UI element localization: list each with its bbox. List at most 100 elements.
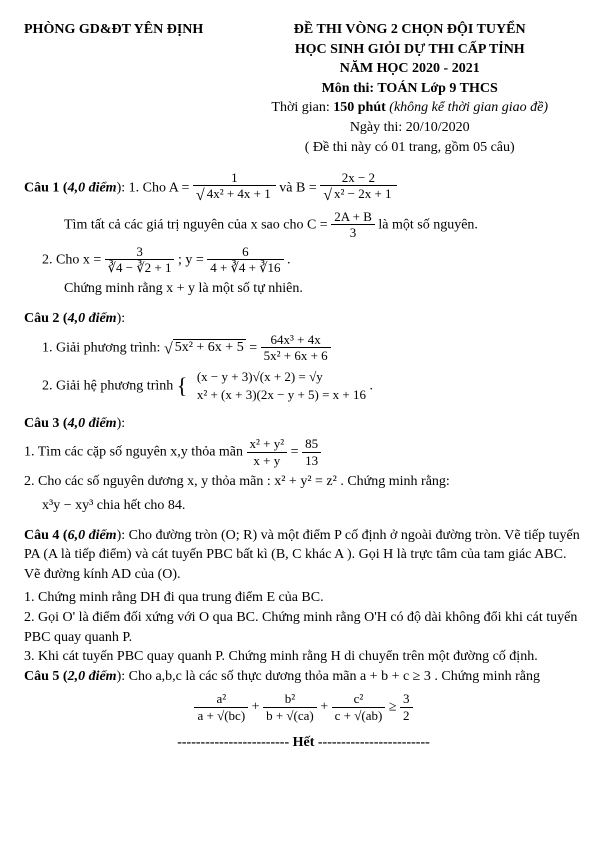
q4-p2: 2. Gọi O' là điểm đối xứng với O qua BC.… bbox=[24, 608, 583, 647]
q2-p2: 2. Giải hệ phương trình { (x − y + 3)√(x… bbox=[42, 368, 583, 404]
question-4: Câu 4 (6,0 điểm): Cho đường tròn (O; R) … bbox=[24, 526, 583, 585]
q5-t3-num: c² bbox=[332, 692, 386, 707]
q3-f2-num: 85 bbox=[302, 437, 321, 452]
q1-B-den: √x² − 2x + 1 bbox=[320, 186, 396, 205]
time-bold: 150 phút bbox=[333, 100, 386, 115]
q5-rhs-num: 3 bbox=[400, 692, 413, 707]
q1-B-num: 2x − 2 bbox=[320, 171, 396, 186]
q1-points: 4,0 điểm bbox=[68, 181, 117, 196]
q1-B-frac: 2x − 2 √x² − 2x + 1 bbox=[320, 171, 396, 205]
q1-A-lhs: A = bbox=[169, 181, 190, 196]
q4-p1: 1. Chứng minh rằng DH đi qua trung điểm … bbox=[24, 588, 583, 608]
q1-y-den: 4 + ∛4 + ∛16 bbox=[207, 260, 283, 276]
q4-points: 6,0 điểm bbox=[68, 528, 117, 543]
q5-t2-num: b² bbox=[263, 692, 317, 707]
q1-line2b: là một số nguyên. bbox=[378, 217, 478, 232]
q3-p1: 1. Tìm các cặp số nguyên x,y thỏa mãn x²… bbox=[24, 437, 583, 468]
date: Ngày thi: 20/10/2020 bbox=[236, 118, 583, 138]
q1-mid: và bbox=[279, 181, 296, 196]
q3-p2b: x³y − xy³ chia hết cho 84. bbox=[42, 496, 583, 516]
q5-rhs-den: 2 bbox=[400, 708, 413, 724]
q1-line2a: Tìm tất cả các giá trị nguyên của x sao … bbox=[64, 217, 307, 232]
q3-label: Câu 3 ( bbox=[24, 416, 68, 431]
q2-label-end: ): bbox=[117, 311, 126, 326]
q1-x-num: 3 bbox=[105, 245, 175, 260]
question-2: Câu 2 (4,0 điểm): bbox=[24, 309, 583, 329]
q2-p2-end: . bbox=[370, 378, 374, 393]
q1-p2-mid: ; y = bbox=[178, 252, 204, 267]
q3-f1: x² + y² x + y bbox=[247, 437, 288, 468]
q5-points: 2,0 điểm bbox=[68, 669, 117, 684]
q5-t2: b²b + √(ca) bbox=[263, 692, 317, 723]
time-suffix: (không kể thời gian giao đề) bbox=[386, 100, 548, 115]
q4-label: Câu 4 ( bbox=[24, 528, 68, 543]
q2-system: (x − y + 3)√(x + 2) = √y x² + (x + 3)(2x… bbox=[191, 368, 366, 404]
q5-t1-num: a² bbox=[194, 692, 248, 707]
q2-p1-den: 5x² + 6x + 6 bbox=[261, 348, 331, 364]
q2-points: 4,0 điểm bbox=[68, 311, 117, 326]
q5-label: Câu 5 ( bbox=[24, 669, 68, 684]
q1-A-den: √4x² + 4x + 1 bbox=[193, 186, 276, 205]
q5-t3: c²c + √(ab) bbox=[332, 692, 386, 723]
q3-f1-den: x + y bbox=[247, 453, 288, 469]
q5-body: ): Cho a,b,c là các số thực dương thỏa m… bbox=[117, 669, 540, 684]
q1-label-end: ): 1. Cho bbox=[117, 181, 169, 196]
year: NĂM HỌC 2020 - 2021 bbox=[236, 59, 583, 79]
q1-x-frac: 3 ∛4 − ∛2 + 1 bbox=[105, 245, 175, 276]
q2-label: Câu 2 ( bbox=[24, 311, 68, 326]
title2: HỌC SINH GIỎI DỰ THI CẤP TỈNH bbox=[236, 40, 583, 60]
q3-f1-num: x² + y² bbox=[247, 437, 288, 452]
q4-p3: 3. Khi cát tuyến PBC quay quanh P. Chứng… bbox=[24, 647, 583, 667]
q3-f2: 85 13 bbox=[302, 437, 321, 468]
time: Thời gian: 150 phút (không kể thời gian … bbox=[236, 98, 583, 118]
end-marker: ------------------------ Hết -----------… bbox=[24, 733, 583, 753]
q1-line3: Chứng minh rằng x + y là một số tự nhiên… bbox=[64, 279, 583, 299]
q3-p1-pre: 1. Tìm các cặp số nguyên x,y thỏa mãn bbox=[24, 445, 247, 460]
subject: Môn thi: TOÁN Lớp 9 THCS bbox=[236, 79, 583, 99]
q1-line2: Tìm tất cả các giá trị nguyên của x sao … bbox=[64, 210, 583, 241]
q1-C-num: 2A + B bbox=[331, 210, 375, 225]
q3-points: 4,0 điểm bbox=[68, 416, 117, 431]
q1-p2-pre: 2. Cho x = bbox=[42, 252, 101, 267]
q2-p1: 1. Giải phương trình: √5x² + 6x + 5 = 64… bbox=[42, 333, 583, 364]
q5-t2-den: b + √(ca) bbox=[263, 708, 317, 724]
q1-part2: 2. Cho x = 3 ∛4 − ∛2 + 1 ; y = 6 4 + ∛4 … bbox=[42, 245, 583, 276]
q5-formula: a²a + √(bc) + b²b + √(ca) + c²c + √(ab) … bbox=[24, 692, 583, 723]
q2-p1-frac: 64x³ + 4x 5x² + 6x + 6 bbox=[261, 333, 331, 364]
q2-p1-eq: = bbox=[249, 340, 260, 355]
q5-t1: a²a + √(bc) bbox=[194, 692, 248, 723]
q2-p1-num: 64x³ + 4x bbox=[261, 333, 331, 348]
title1: ĐỀ THI VÒNG 2 CHỌN ĐỘI TUYỂN bbox=[236, 20, 583, 40]
q1-y-frac: 6 4 + ∛4 + ∛16 bbox=[207, 245, 283, 276]
dept: PHÒNG GD&ĐT YÊN ĐỊNH bbox=[24, 20, 236, 157]
question-3: Câu 3 (4,0 điểm): bbox=[24, 414, 583, 434]
time-prefix: Thời gian: bbox=[271, 100, 333, 115]
q2-p1-pre: 1. Giải phương trình: bbox=[42, 340, 164, 355]
q3-p2: 2. Cho các số nguyên dương x, y thỏa mãn… bbox=[24, 472, 583, 492]
q2-p2-pre: 2. Giải hệ phương trình bbox=[42, 378, 177, 393]
q3-f2-den: 13 bbox=[302, 453, 321, 469]
q3-f1-eq: = bbox=[291, 445, 302, 460]
q1-C-frac: 2A + B 3 bbox=[331, 210, 375, 241]
q2-sys2: x² + (x + 3)(2x − y + 5) = x + 16 bbox=[197, 386, 366, 404]
q1-y-num: 6 bbox=[207, 245, 283, 260]
q1-A-den-rad: 4x² + 4x + 1 bbox=[205, 185, 273, 201]
q1-C-den: 3 bbox=[331, 225, 375, 241]
q1-B-lhs: B = bbox=[296, 181, 317, 196]
q5-t3-den: c + √(ab) bbox=[332, 708, 386, 724]
q1-x-den: ∛4 − ∛2 + 1 bbox=[105, 260, 175, 276]
q1-A-num: 1 bbox=[193, 171, 276, 186]
title-block: ĐỀ THI VÒNG 2 CHỌN ĐỘI TUYỂN HỌC SINH GI… bbox=[236, 20, 583, 157]
q1-label: Câu 1 ( bbox=[24, 181, 68, 196]
q2-sys1: (x − y + 3)√(x + 2) = √y bbox=[197, 368, 366, 386]
note: ( Đề thi này có 01 trang, gồm 05 câu) bbox=[236, 138, 583, 158]
header: PHÒNG GD&ĐT YÊN ĐỊNH ĐỀ THI VÒNG 2 CHỌN … bbox=[24, 20, 583, 157]
q1-B-den-rad: x² − 2x + 1 bbox=[332, 185, 394, 201]
q1-C-lhs: C = bbox=[307, 217, 328, 232]
question-5: Câu 5 (2,0 điểm): Cho a,b,c là các số th… bbox=[24, 667, 583, 687]
q2-p1-lhs: 5x² + 6x + 5 bbox=[173, 339, 246, 355]
q1-p2-end: . bbox=[287, 252, 291, 267]
question-1: Câu 1 (4,0 điểm): 1. Cho A = 1 √4x² + 4x… bbox=[24, 171, 583, 205]
q1-A-frac: 1 √4x² + 4x + 1 bbox=[193, 171, 276, 205]
q3-label-end: ): bbox=[117, 416, 126, 431]
